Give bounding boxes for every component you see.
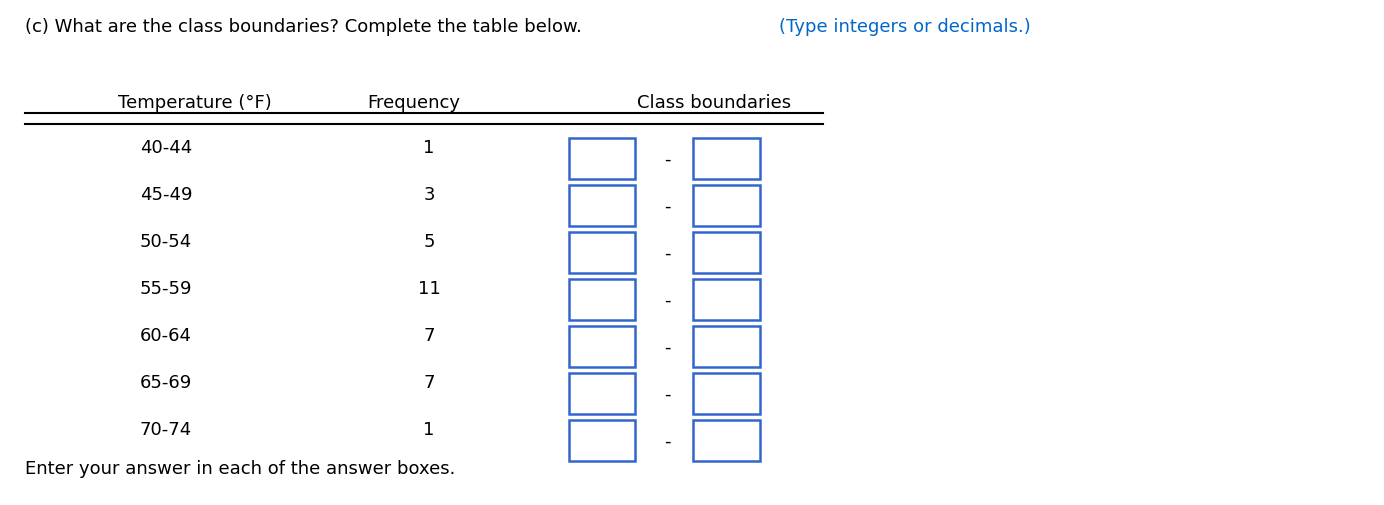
Text: -: - [664,291,670,309]
FancyBboxPatch shape [569,327,635,367]
Text: 1: 1 [424,139,435,157]
Text: 65-69: 65-69 [140,374,192,392]
FancyBboxPatch shape [569,233,635,273]
Text: 60-64: 60-64 [140,327,192,345]
Text: 11: 11 [418,280,440,298]
FancyBboxPatch shape [693,421,760,461]
FancyBboxPatch shape [693,186,760,226]
Text: 55-59: 55-59 [140,280,192,298]
Text: 3: 3 [424,186,435,204]
FancyBboxPatch shape [693,374,760,414]
Text: -: - [664,385,670,403]
Text: 45-49: 45-49 [140,186,192,204]
Text: Enter your answer in each of the answer boxes.: Enter your answer in each of the answer … [25,459,455,477]
Text: Temperature (°F): Temperature (°F) [118,93,271,112]
FancyBboxPatch shape [693,139,760,179]
Text: (c) What are the class boundaries? Complete the table below.: (c) What are the class boundaries? Compl… [25,18,588,36]
FancyBboxPatch shape [693,280,760,320]
Text: 7: 7 [424,327,435,345]
Text: -: - [664,432,670,450]
FancyBboxPatch shape [569,280,635,320]
FancyBboxPatch shape [693,327,760,367]
FancyBboxPatch shape [569,421,635,461]
Text: 7: 7 [424,374,435,392]
Text: 50-54: 50-54 [140,233,192,251]
Text: 40-44: 40-44 [140,139,192,157]
Text: -: - [664,244,670,262]
Text: 1: 1 [424,421,435,439]
FancyBboxPatch shape [569,186,635,226]
Text: 5: 5 [424,233,435,251]
Text: Frequency: Frequency [367,93,459,112]
FancyBboxPatch shape [569,139,635,179]
Text: -: - [664,150,670,168]
Text: (Type integers or decimals.): (Type integers or decimals.) [779,18,1031,36]
FancyBboxPatch shape [569,374,635,414]
Text: -: - [664,197,670,215]
Text: 70-74: 70-74 [140,421,192,439]
FancyBboxPatch shape [693,233,760,273]
Text: -: - [664,338,670,356]
Text: Class boundaries: Class boundaries [637,93,790,112]
